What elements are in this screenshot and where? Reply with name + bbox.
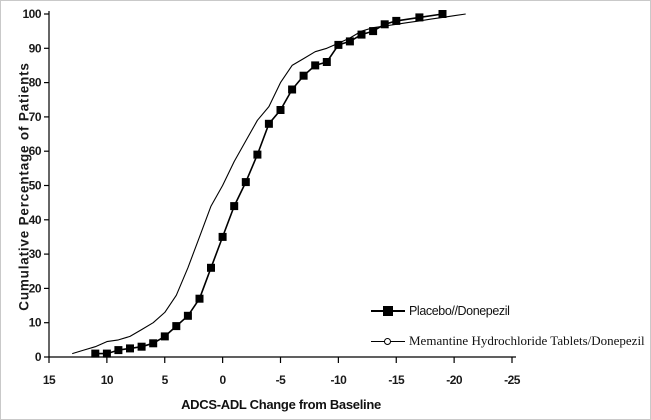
legend: Placebo//Donepezil Memantine Hydrochlori… (371, 300, 649, 360)
svg-text:-20: -20 (446, 373, 463, 387)
svg-text:-5: -5 (276, 373, 286, 387)
data-point-square (195, 294, 204, 303)
data-point-square (172, 322, 181, 331)
data-point-square (137, 342, 146, 351)
svg-text:5: 5 (162, 373, 169, 387)
data-point-square (253, 150, 262, 159)
data-point-square (415, 13, 424, 22)
legend-item-memantine-donepezil: Memantine Hydrochloride Tablets/Donepezi… (371, 330, 649, 352)
y-axis-title: Cumulative Percentage of Patients (16, 62, 32, 311)
svg-text:0: 0 (220, 373, 227, 387)
svg-text:90: 90 (29, 41, 42, 55)
data-point-square (380, 20, 389, 29)
svg-text:50: 50 (29, 179, 42, 193)
data-point-square (369, 27, 378, 36)
legend-label: Placebo//Donepezil (409, 304, 510, 318)
open-circle-marker-icon (371, 335, 405, 347)
data-point-square (114, 346, 123, 355)
data-point-square (160, 332, 169, 341)
filled-square-marker-icon (371, 305, 405, 317)
data-point-square (311, 61, 320, 70)
x-axis-title: ADCS-ADL Change from Baseline (181, 397, 381, 412)
data-point-square (207, 263, 215, 272)
data-point-square (264, 119, 273, 128)
svg-text:20: 20 (29, 281, 42, 295)
axes (48, 11, 516, 358)
data-point-square (438, 10, 447, 18)
svg-text:80: 80 (29, 76, 42, 90)
data-point-square (299, 71, 308, 80)
data-point-square (357, 30, 366, 39)
data-point-square (102, 349, 111, 358)
data-point-square (149, 339, 158, 348)
data-point-square (241, 178, 250, 187)
svg-text:0: 0 (35, 350, 42, 364)
data-point-square (218, 232, 227, 241)
data-point-square (288, 85, 297, 94)
data-point-square (126, 344, 134, 353)
data-point-square (392, 16, 401, 25)
x-axis-ticks: 15 10 5 0 -5 -10 -15 -20 -25 (43, 357, 521, 387)
data-point-square (230, 202, 239, 211)
svg-text:60: 60 (29, 144, 42, 158)
data-point-square (334, 40, 343, 49)
y-axis-ticks: 0 10 20 30 40 50 60 70 80 90 100 (22, 7, 49, 364)
series-memantine-donepezil (72, 13, 466, 355)
data-point-square (276, 106, 285, 114)
legend-item-placebo-donepezil: Placebo//Donepezil (371, 300, 649, 322)
data-point-square (91, 349, 100, 358)
svg-text:30: 30 (29, 247, 42, 261)
svg-text:-10: -10 (330, 373, 347, 387)
svg-text:-15: -15 (388, 373, 405, 387)
data-point-square (345, 37, 354, 46)
svg-text:10: 10 (29, 316, 42, 330)
svg-text:40: 40 (29, 213, 42, 227)
series-placebo-donepezil (91, 10, 447, 358)
data-point-square (322, 58, 331, 66)
svg-text:70: 70 (29, 110, 42, 124)
svg-text:15: 15 (43, 373, 56, 387)
svg-text:-25: -25 (504, 373, 521, 387)
data-point-square (183, 311, 192, 320)
svg-text:10: 10 (101, 373, 114, 387)
legend-label: Memantine Hydrochloride Tablets/Donepezi… (409, 333, 645, 348)
svg-text:100: 100 (22, 7, 41, 21)
